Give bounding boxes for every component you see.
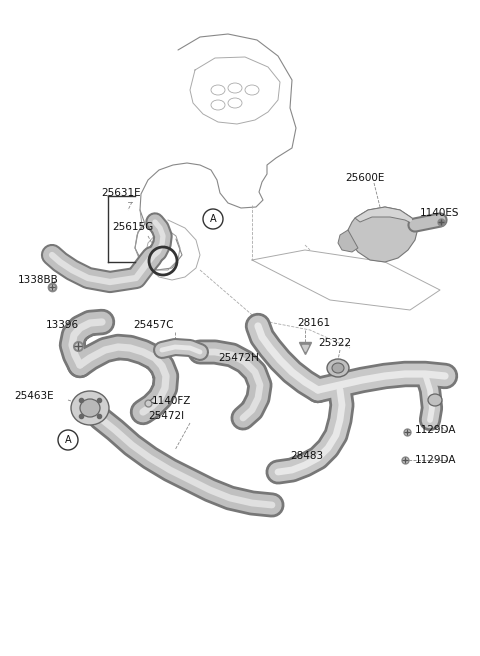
- Text: 28483: 28483: [290, 451, 323, 461]
- Text: 25463E: 25463E: [14, 391, 54, 401]
- Ellipse shape: [80, 399, 100, 417]
- Polygon shape: [355, 207, 415, 225]
- Text: 1140ES: 1140ES: [420, 208, 459, 218]
- Text: 25322: 25322: [318, 338, 351, 348]
- Text: 1338BB: 1338BB: [18, 275, 59, 285]
- Polygon shape: [338, 230, 358, 252]
- Text: 1129DA: 1129DA: [415, 455, 456, 465]
- Text: 25472H: 25472H: [218, 353, 259, 363]
- Ellipse shape: [71, 391, 109, 425]
- Ellipse shape: [327, 359, 349, 377]
- Text: 13396: 13396: [46, 320, 79, 330]
- Text: 25615G: 25615G: [112, 222, 153, 232]
- Text: 25631E: 25631E: [101, 188, 141, 198]
- Text: A: A: [210, 214, 216, 224]
- Text: 1140FZ: 1140FZ: [152, 396, 192, 406]
- Text: 1129DA: 1129DA: [415, 425, 456, 435]
- Ellipse shape: [332, 363, 344, 373]
- Text: 25457C: 25457C: [133, 320, 173, 330]
- Text: 25600E: 25600E: [345, 173, 384, 183]
- Text: A: A: [65, 435, 72, 445]
- Text: 28161: 28161: [297, 318, 330, 328]
- Polygon shape: [348, 207, 418, 262]
- Ellipse shape: [428, 394, 442, 406]
- Text: 25472I: 25472I: [148, 411, 184, 421]
